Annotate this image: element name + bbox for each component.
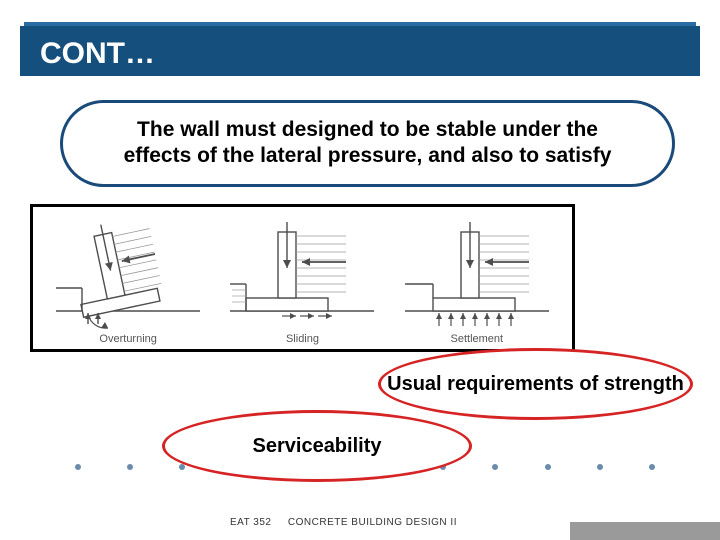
diagram-overturning: Overturning [41, 216, 215, 345]
failure-modes-diagram: Overturning [30, 204, 575, 352]
dot [545, 464, 551, 470]
footer-text: EAT 352 CONCRETE BUILDING DESIGN II [230, 517, 457, 528]
dot [597, 464, 603, 470]
caption-sliding: Sliding [286, 333, 319, 345]
diagram-settlement: Settlement [390, 216, 564, 345]
bubble-serviceability-text: Serviceability [253, 435, 382, 458]
main-statement-text: The wall must designed to be stable unde… [103, 117, 632, 170]
settlement-svg [397, 216, 557, 331]
diagram-sliding: Sliding [215, 216, 389, 345]
bubble-strength: Usual requirements of strength [378, 348, 693, 420]
dot [75, 464, 81, 470]
bubble-serviceability: Serviceability [162, 410, 472, 482]
slide-title: CONT… [40, 37, 155, 71]
course-code: EAT 352 [230, 517, 272, 528]
title-bar: CONT… [20, 26, 700, 76]
course-name: CONCRETE BUILDING DESIGN II [288, 517, 457, 528]
caption-overturning: Overturning [99, 333, 156, 345]
footer: EAT 352 CONCRETE BUILDING DESIGN II [0, 512, 720, 532]
main-statement-bubble: The wall must designed to be stable unde… [60, 100, 675, 187]
dot [492, 464, 498, 470]
sliding-svg [222, 216, 382, 331]
overturning-svg [48, 216, 208, 331]
caption-settlement: Settlement [451, 333, 504, 345]
dot [127, 464, 133, 470]
bubble-strength-text: Usual requirements of strength [387, 373, 684, 396]
footer-bar [570, 522, 720, 540]
dot [649, 464, 655, 470]
